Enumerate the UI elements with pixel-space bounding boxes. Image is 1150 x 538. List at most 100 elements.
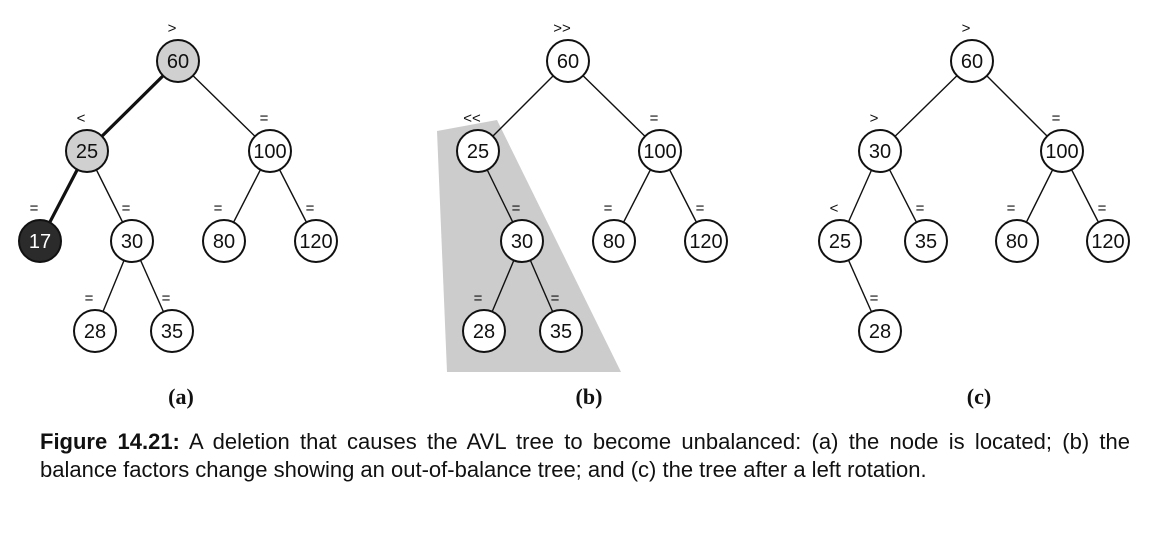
balance-factor: = — [650, 110, 659, 127]
node-circle — [462, 309, 506, 353]
caption-label: Figure 14.21: — [40, 429, 180, 454]
tree-node-28: 28 = — [462, 290, 506, 353]
node-value: 17 — [29, 231, 51, 253]
node-value: 120 — [1091, 231, 1124, 253]
balance-factor: = — [474, 290, 483, 307]
tree-node-60: 60 >> — [546, 20, 590, 83]
node-circle — [150, 309, 194, 353]
tree-node-120: 120 = — [684, 200, 728, 263]
node-circle — [456, 129, 500, 173]
tree-node-80: 80 = — [592, 200, 636, 263]
node-value: 25 — [467, 141, 489, 163]
node-circle — [110, 219, 154, 263]
node-circle — [156, 39, 200, 83]
balance-factor: > — [962, 20, 971, 37]
balance-factor: = — [696, 200, 705, 217]
node-circle — [904, 219, 948, 263]
balance-factor: = — [260, 110, 269, 127]
node-value: 28 — [473, 321, 495, 343]
node-circle — [73, 309, 117, 353]
avl-deletion-figure: 60 >25 <100 = 17 = 30 = 80 = 120 = 28 = 35 = 60 >> 25 << 100… — [18, 20, 1130, 409]
balance-factor: = — [122, 200, 131, 217]
balance-factor: = — [512, 200, 521, 217]
node-value: 35 — [915, 231, 937, 253]
tree-node-100: 100 = — [248, 110, 292, 173]
tree-node-25: 25 < — [65, 110, 109, 173]
balance-factor: < — [830, 200, 839, 217]
balance-factor: >> — [553, 20, 571, 37]
node-circle — [248, 129, 292, 173]
node-circle — [592, 219, 636, 263]
tree-node-28: 28 = — [73, 290, 117, 353]
node-circle — [65, 129, 109, 173]
node-value: 120 — [299, 231, 332, 253]
node-value: 25 — [76, 141, 98, 163]
node-value: 100 — [643, 141, 676, 163]
balance-factor: = — [551, 290, 560, 307]
balance-factor: = — [1052, 110, 1061, 127]
balance-factor: = — [916, 200, 925, 217]
balance-factor: > — [168, 20, 177, 37]
tree-node-17: 17 = — [18, 200, 62, 263]
tree-node-35: 35 = — [150, 290, 194, 353]
node-circle — [546, 39, 590, 83]
node-value: 100 — [253, 141, 286, 163]
node-circle — [202, 219, 246, 263]
balance-factor: = — [30, 200, 39, 217]
balance-factor: << — [463, 110, 481, 127]
tree-node-120: 120 = — [1086, 200, 1130, 263]
tree-node-120: 120 = — [294, 200, 338, 263]
node-value: 60 — [961, 51, 983, 73]
node-value: 120 — [689, 231, 722, 253]
tree-node-30: 30 = — [110, 200, 154, 263]
node-value: 35 — [550, 321, 572, 343]
balance-factor: = — [1007, 200, 1016, 217]
node-value: 80 — [603, 231, 625, 253]
node-value: 28 — [869, 321, 891, 343]
node-value: 25 — [829, 231, 851, 253]
balance-factor: = — [604, 200, 613, 217]
tree-node-80: 80 = — [995, 200, 1039, 263]
nodes-layer: 60 >25 <100 = 17 = 30 = 80 = 120 = 28 = 35 = 60 >> 25 << 100… — [18, 20, 1130, 353]
tree-node-60: 60 > — [156, 20, 200, 83]
node-value: 30 — [511, 231, 533, 253]
node-value: 80 — [1006, 231, 1028, 253]
node-circle — [950, 39, 994, 83]
node-value: 28 — [84, 321, 106, 343]
tree-node-28: 28 = — [858, 290, 902, 353]
node-value: 80 — [213, 231, 235, 253]
balance-factor: = — [85, 290, 94, 307]
tree-node-35: 35 = — [904, 200, 948, 263]
figure-caption: Figure 14.21: A deletion that causes the… — [40, 428, 1130, 484]
node-circle — [638, 129, 682, 173]
balance-factor: = — [214, 200, 223, 217]
panel-labels: (a) (b) (c) — [168, 384, 991, 409]
node-value: 35 — [161, 321, 183, 343]
panel-label: (c) — [967, 384, 991, 409]
node-value: 30 — [121, 231, 143, 253]
tree-node-100: 100 = — [638, 110, 682, 173]
node-circle — [858, 309, 902, 353]
node-circle — [818, 219, 862, 263]
node-value: 100 — [1045, 141, 1078, 163]
panel-label: (b) — [576, 384, 603, 409]
tree-node-60: 60 > — [950, 20, 994, 83]
balance-factor: < — [77, 110, 86, 127]
node-circle — [684, 219, 728, 263]
node-value: 60 — [557, 51, 579, 73]
balance-factor: = — [162, 290, 171, 307]
balance-factor: = — [306, 200, 315, 217]
tree-node-100: 100 = — [1040, 110, 1084, 173]
balance-factor: = — [870, 290, 879, 307]
node-circle — [1040, 129, 1084, 173]
tree-node-80: 80 = — [202, 200, 246, 263]
balance-factor: = — [1098, 200, 1107, 217]
node-value: 60 — [167, 51, 189, 73]
tree-node-30: 30 > — [858, 110, 902, 173]
tree-node-35: 35 = — [539, 290, 583, 353]
tree-node-30: 30 = — [500, 200, 544, 263]
node-value: 30 — [869, 141, 891, 163]
tree-node-25: 25 << — [456, 110, 500, 173]
node-circle — [500, 219, 544, 263]
node-circle — [1086, 219, 1130, 263]
